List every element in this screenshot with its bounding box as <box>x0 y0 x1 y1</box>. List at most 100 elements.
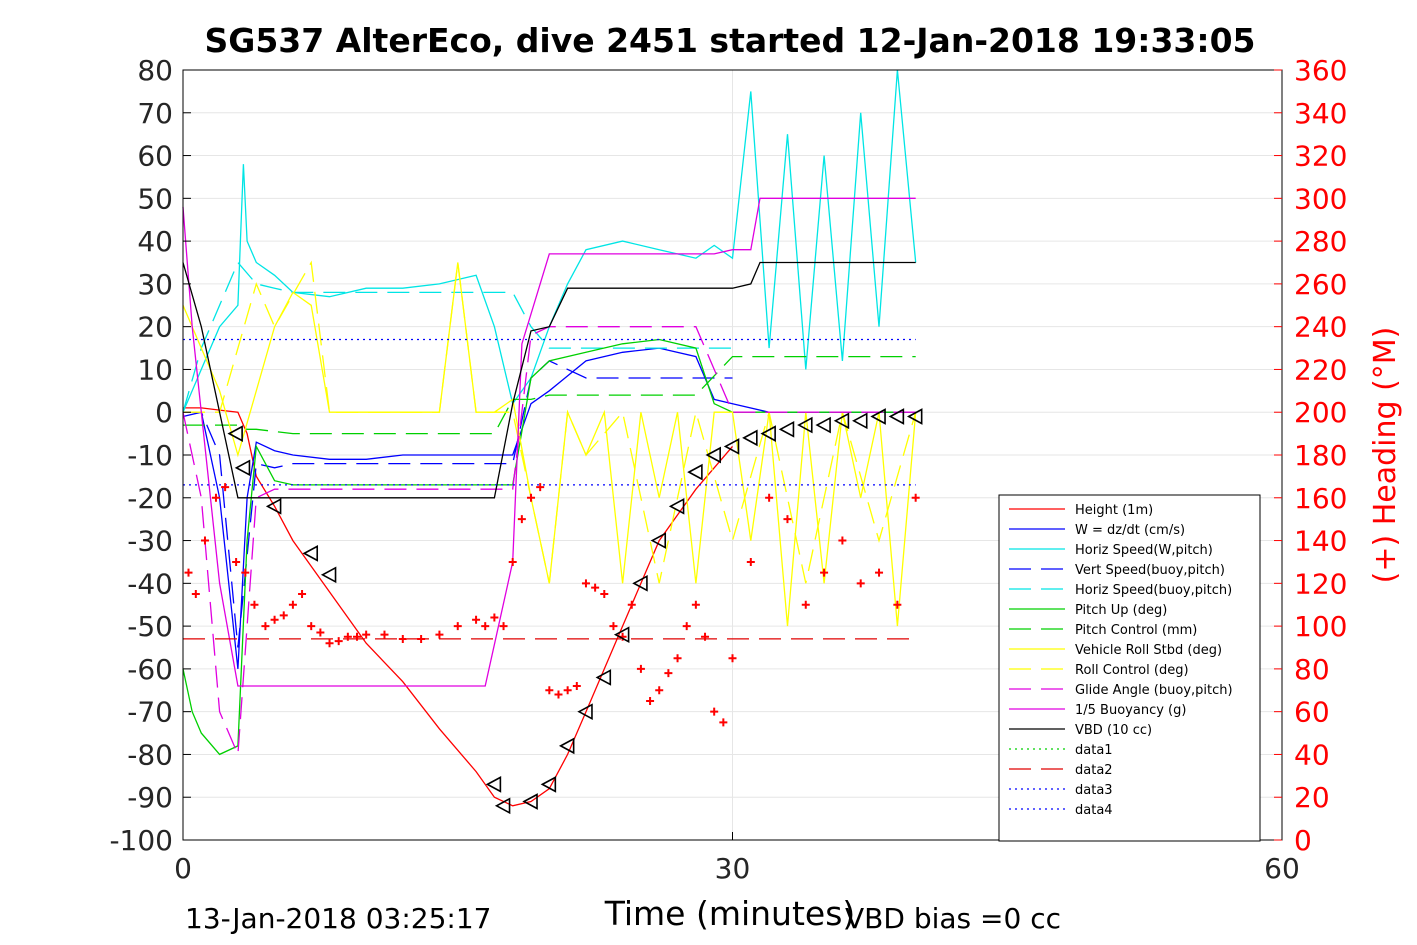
triangle-marker <box>815 416 831 434</box>
heading-marker <box>232 557 241 566</box>
series-line <box>182 326 916 755</box>
legend-entry: Pitch Up (deg) <box>1075 603 1167 618</box>
heading-marker <box>191 590 200 599</box>
y-tick-label: -20 <box>127 482 173 515</box>
y2-tick-label: 240 <box>1294 311 1347 344</box>
heading-marker <box>581 579 590 588</box>
heading-marker <box>765 493 774 502</box>
footer-vbd-bias: VBD bias =0 cc <box>845 902 1061 935</box>
heading-marker <box>353 632 362 641</box>
triangle-marker <box>302 545 319 562</box>
heading-marker <box>682 622 691 631</box>
heading-marker <box>270 615 279 624</box>
series-line <box>183 355 916 435</box>
y2-tick-label: 300 <box>1294 182 1347 215</box>
y2-tick-label: 340 <box>1294 97 1347 130</box>
legend-entry: Glide Angle (buoy,pitch) <box>1075 683 1233 698</box>
heading-marker <box>481 622 490 631</box>
triangle-marker <box>833 412 850 430</box>
y2-tick-label: 320 <box>1294 140 1347 173</box>
y2-tick-label: 140 <box>1294 525 1347 558</box>
series-line <box>182 261 733 413</box>
heading-marker <box>838 536 847 545</box>
heading-marker <box>499 622 508 631</box>
heading-marker <box>472 615 481 624</box>
heading-marker <box>600 590 609 599</box>
legend-entry: data3 <box>1075 783 1113 798</box>
triangle-marker <box>234 459 251 477</box>
heading-marker <box>307 622 316 631</box>
series-line <box>182 261 916 499</box>
y2-tick-label: 80 <box>1294 653 1330 686</box>
legend-entry: data1 <box>1075 743 1113 758</box>
triangle-marker <box>613 626 630 644</box>
series-line <box>183 407 733 807</box>
y-tick-label: 20 <box>137 311 173 344</box>
chart-title: SG537 AlterEco, dive 2451 started 12-Jan… <box>204 21 1255 60</box>
triangle-marker <box>577 703 593 721</box>
y-tick-label: -90 <box>127 781 173 814</box>
y2-tick-label: 360 <box>1294 54 1347 87</box>
legend: Height (1m) W = dz/dt (cm/s) Horiz Speed(W… <box>998 494 1261 842</box>
y2-tick-label: 120 <box>1294 567 1347 600</box>
heading-marker <box>856 579 865 588</box>
triangle-marker <box>485 776 502 793</box>
heading-marker <box>362 630 371 639</box>
footer-timestamp: 13-Jan-2018 03:25:17 <box>185 902 491 935</box>
triangle-marker <box>705 446 721 464</box>
heading-marker <box>691 600 700 609</box>
heading-marker <box>911 493 920 502</box>
triangle-marker <box>778 420 795 438</box>
y-tick-label: -50 <box>127 610 173 643</box>
heading-marker <box>673 654 682 663</box>
series-line <box>183 360 733 648</box>
heading-marker <box>609 622 618 631</box>
legend-entry: Horiz Speed(W,pitch) <box>1075 543 1213 558</box>
y-tick-label: 60 <box>137 140 173 173</box>
heading-marker <box>211 493 220 502</box>
heading-marker <box>279 611 288 620</box>
triangle-marker <box>558 737 575 755</box>
heading-marker <box>701 632 710 641</box>
y-tick-label: 10 <box>137 353 173 386</box>
heading-marker <box>719 718 728 727</box>
heading-marker <box>200 536 209 545</box>
y-tick-label: -60 <box>127 653 173 686</box>
y-axis-right: 3603403203002802602402202001801601401201… <box>1274 54 1347 857</box>
y2-tick-label: 100 <box>1294 610 1347 643</box>
legend-entry: Horiz Speed(buoy,pitch) <box>1075 583 1232 598</box>
series-line <box>183 260 917 584</box>
legend-entry: Height (1m) <box>1075 503 1153 518</box>
triangle-marker <box>852 412 868 430</box>
x-tick-label: 0 <box>174 852 192 885</box>
triangle-marker <box>265 497 282 515</box>
y-axis-left: 80 70 60 50 40 30 20 10 0 -10 -20 -30 -40 -50 -60 -70 -8… <box>109 54 191 857</box>
y-tick-label: -10 <box>127 439 173 472</box>
triangle-marker <box>540 776 557 793</box>
y-tick-label: 0 <box>155 396 173 429</box>
triangle-marker <box>723 438 740 455</box>
legend-entry: Pitch Control (mm) <box>1075 623 1197 638</box>
y2-tick-label: 180 <box>1294 439 1347 472</box>
legend-entry: data2 <box>1075 763 1113 778</box>
triangle-marker <box>320 566 337 584</box>
y-tick-label: 70 <box>137 97 173 130</box>
heading-marker <box>655 686 664 695</box>
y2-tick-label: 200 <box>1294 396 1347 429</box>
legend-box <box>998 494 1261 842</box>
y-tick-label: 30 <box>137 268 173 301</box>
heading-marker <box>517 515 526 524</box>
heading-marker <box>508 557 517 566</box>
series-line <box>182 262 917 627</box>
heading-marker <box>298 590 307 599</box>
heading-marker <box>380 630 389 639</box>
y2-tick-label: 260 <box>1294 268 1347 301</box>
triangle-marker <box>760 425 776 442</box>
triangle-marker <box>906 408 923 425</box>
heading-marker <box>288 600 297 609</box>
heading-marker <box>343 632 352 641</box>
heading-marker <box>241 568 250 577</box>
y2-tick-label: 40 <box>1294 738 1330 771</box>
heading-marker <box>250 600 259 609</box>
